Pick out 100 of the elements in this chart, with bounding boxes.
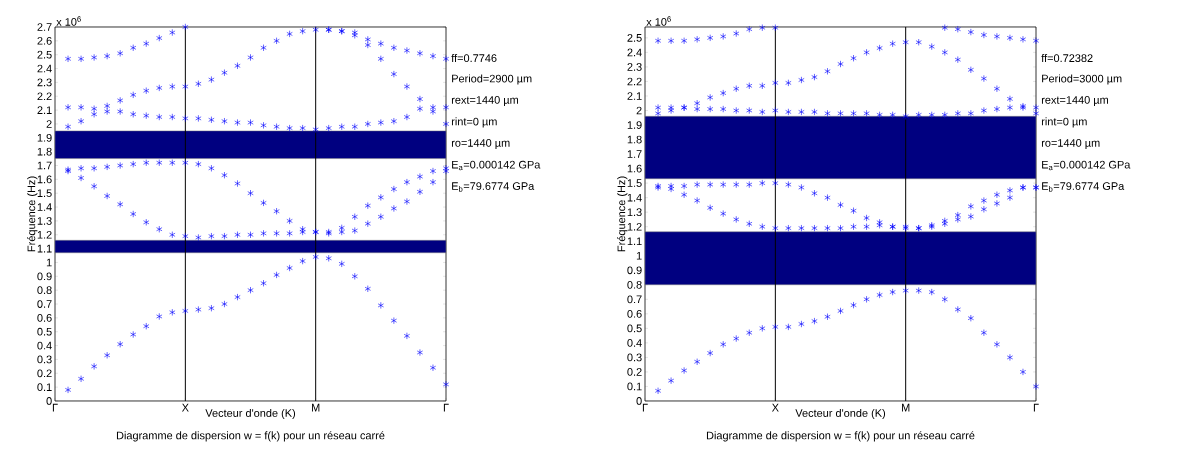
- point: [824, 313, 831, 321]
- point: [104, 52, 111, 60]
- point: [694, 35, 701, 43]
- point: [785, 108, 792, 116]
- point: [694, 358, 701, 366]
- point: [1006, 186, 1014, 194]
- point: [247, 53, 254, 61]
- point: [78, 375, 85, 383]
- point: [130, 331, 137, 338]
- point: [915, 111, 922, 119]
- point: [156, 225, 163, 233]
- point: [941, 48, 948, 56]
- y-tick-label: 0.2: [627, 368, 642, 376]
- point: [351, 272, 358, 280]
- point: [681, 191, 688, 199]
- point: [130, 110, 137, 118]
- point: [117, 49, 124, 57]
- point: [720, 32, 727, 40]
- point: [195, 160, 202, 168]
- text: E$_{b}$=79.6774 GPa: [1042, 182, 1125, 192]
- point: [91, 182, 98, 190]
- point: [117, 340, 124, 348]
- y-tick-label: 2.7: [37, 23, 52, 31]
- point: [390, 117, 397, 125]
- point: [980, 329, 987, 337]
- point: [941, 217, 948, 225]
- point: [273, 207, 280, 215]
- point: [260, 121, 267, 129]
- point: [720, 89, 727, 97]
- point: [390, 70, 397, 78]
- point: [863, 214, 870, 222]
- point: [64, 123, 72, 131]
- point: [429, 52, 437, 60]
- x-axis-title: Vecteur d'onde (K): [205, 408, 296, 420]
- point: [993, 199, 1000, 207]
- y-tick-label: 2.3: [37, 78, 52, 87]
- point: [182, 159, 189, 167]
- point: [104, 192, 111, 200]
- point: [798, 108, 805, 116]
- point: [954, 109, 961, 117]
- point: [993, 32, 1000, 40]
- point: [654, 387, 662, 395]
- point: [78, 117, 85, 125]
- point: [1006, 353, 1014, 361]
- point: [720, 210, 727, 218]
- y-tick-label: 0.6: [37, 314, 52, 322]
- point: [273, 229, 280, 237]
- point: [850, 54, 857, 62]
- y-tick-label: 0.2: [37, 369, 52, 378]
- point: [247, 189, 254, 197]
- text: Period=3000 µm: [1042, 74, 1122, 85]
- point: [299, 228, 306, 236]
- point: [1032, 382, 1040, 390]
- point: [668, 185, 675, 193]
- y-tick-label: 1.3: [37, 217, 52, 225]
- point: [1006, 34, 1014, 42]
- point: [156, 113, 163, 121]
- point: [351, 123, 358, 131]
- point: [694, 105, 701, 113]
- point: [64, 386, 72, 394]
- point: [889, 288, 896, 296]
- point: [746, 107, 753, 114]
- point: [824, 224, 831, 232]
- point: [299, 225, 306, 233]
- point: [837, 60, 844, 68]
- point: [299, 124, 306, 132]
- point: [390, 185, 397, 193]
- point: [837, 224, 844, 232]
- point: [286, 124, 293, 132]
- point: [902, 112, 909, 120]
- point: [403, 47, 410, 55]
- point: [325, 254, 332, 262]
- point: [837, 201, 844, 209]
- point: [928, 288, 935, 296]
- point: [954, 25, 961, 33]
- point: [416, 173, 424, 181]
- y-tick-label: 0.7: [627, 295, 642, 304]
- point: [1006, 95, 1014, 103]
- point: [117, 200, 124, 208]
- point: [681, 366, 688, 374]
- y-tick-label: 0: [46, 397, 52, 405]
- point: [850, 301, 857, 309]
- point: [746, 181, 753, 189]
- point: [759, 179, 766, 187]
- point: [234, 293, 241, 301]
- point: [889, 40, 896, 48]
- point: [967, 202, 974, 210]
- point: [403, 83, 410, 91]
- point: [273, 37, 280, 45]
- point: [312, 253, 319, 261]
- point: [130, 91, 137, 99]
- point: [876, 44, 883, 52]
- point: [654, 104, 662, 112]
- point: [733, 181, 740, 189]
- point: [169, 308, 176, 316]
- point: [980, 197, 987, 205]
- point: [980, 75, 987, 83]
- point: [668, 182, 675, 190]
- point: [273, 271, 280, 279]
- y-tick-label: 2.2: [37, 92, 52, 101]
